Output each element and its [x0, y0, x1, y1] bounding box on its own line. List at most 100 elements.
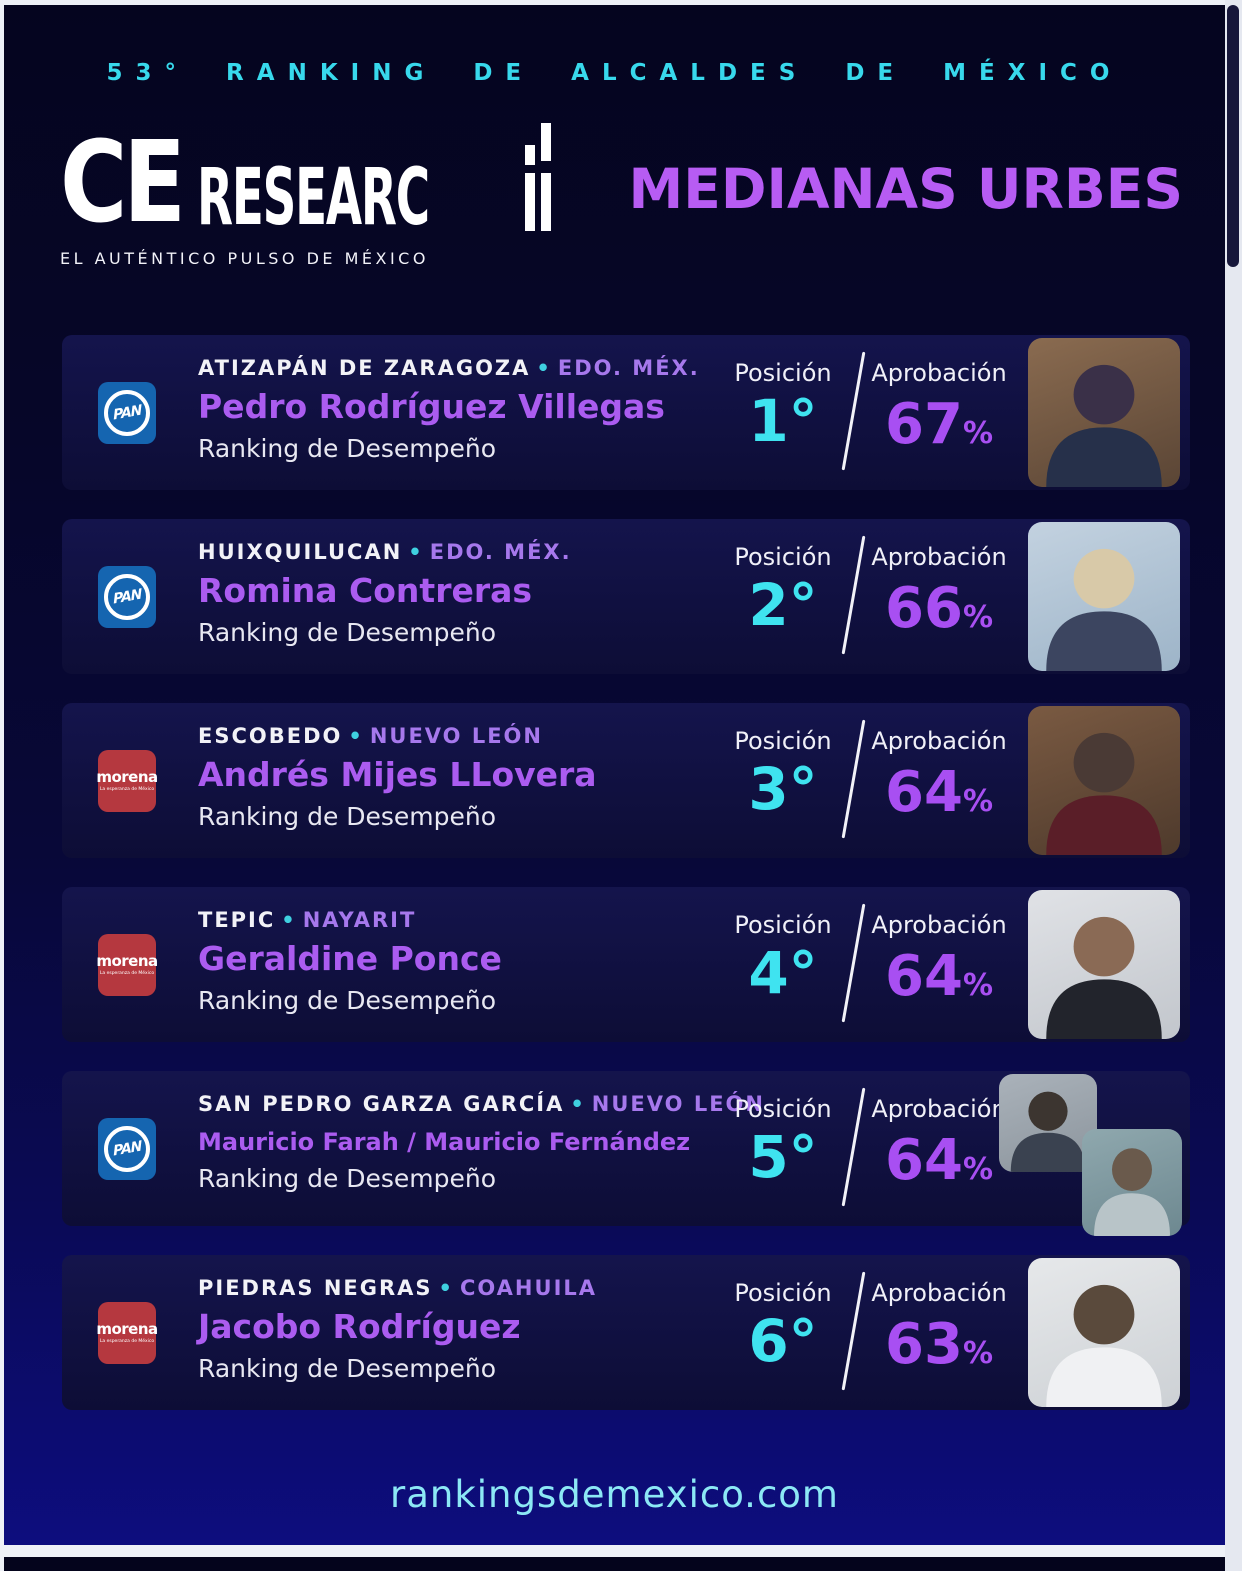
morena-label: morena	[96, 951, 158, 970]
mayor-name: Romina Contreras	[198, 571, 533, 610]
morena-label: morena	[96, 1319, 158, 1338]
approval-block: Aprobación 64%	[864, 911, 1014, 1005]
city-state-line: HUIXQUILUCAN • EDO. MÉX.	[198, 540, 572, 564]
position-block: Posición 4°	[708, 911, 858, 1004]
position-value: 1°	[748, 387, 818, 455]
state-name: COAHUILA	[459, 1276, 598, 1300]
position-label: Posición	[734, 1279, 832, 1307]
city-name: PIEDRAS NEGRAS	[198, 1276, 433, 1300]
state-name: EDO. MÉX.	[557, 356, 700, 380]
city-name: ESCOBEDO	[198, 724, 343, 748]
ranking-card-2: PAN HUIXQUILUCAN • EDO. MÉX. Romina Contre…	[62, 519, 1190, 674]
morena-party-logo: morena La esperanza de México	[96, 749, 158, 812]
ce-research-logo: CE RESEARC EL AUTÉNTICO PULSO DE MÉXICO	[60, 117, 559, 268]
approval-label: Aprobación	[871, 359, 1007, 387]
ranking-card-list: PAN ATIZAPÁN DE ZARAGOZA • EDO. MÉX. Pedro…	[62, 335, 1190, 1410]
city-state-line: ATIZAPÁN DE ZARAGOZA • EDO. MÉX.	[198, 356, 700, 380]
approval-block: Aprobación 66%	[864, 543, 1014, 637]
percent-sign: %	[962, 784, 993, 819]
scrollbar-thumb[interactable]	[1227, 5, 1239, 267]
mayor-name: Geraldine Ponce	[198, 939, 502, 978]
approval-label: Aprobación	[871, 1095, 1007, 1123]
approval-value: 66	[885, 576, 963, 641]
next-image-preview-strip	[4, 1557, 1225, 1571]
scrollbar-track[interactable]	[1225, 0, 1242, 1571]
mayor-photo-2	[1082, 1129, 1182, 1236]
morena-party-logo: morena La esperanza de México	[96, 933, 158, 996]
mayor-photo	[1028, 522, 1180, 671]
position-block: Posición 6°	[708, 1279, 858, 1372]
position-block: Posición 5°	[708, 1095, 858, 1188]
position-block: Posición 1°	[708, 359, 858, 452]
bullet-separator: •	[536, 356, 552, 380]
percent-sign: %	[962, 1336, 993, 1371]
bullet-separator: •	[408, 540, 424, 564]
position-label: Posición	[734, 1095, 832, 1123]
approval-label: Aprobación	[871, 727, 1007, 755]
morena-label: morena	[96, 767, 158, 786]
ranking-caption: Ranking de Desempeño	[198, 802, 497, 831]
pan-label: PAN	[112, 1137, 142, 1160]
brand-tagline: EL AUTÉNTICO PULSO DE MÉXICO	[60, 249, 429, 268]
city-state-line: SAN PEDRO GARZA GARCÍA • NUEVO LEÓN	[198, 1092, 765, 1116]
percent-sign: %	[962, 968, 993, 1003]
mayor-photo	[1028, 706, 1180, 855]
ranking-card-4: morena La esperanza de México TEPIC • NAYA…	[62, 887, 1190, 1042]
footer-website-url: rankingsdemexico.com	[390, 1473, 839, 1516]
percent-sign: %	[962, 1152, 993, 1187]
equalizer-bars-icon	[525, 123, 559, 235]
position-value: 4°	[748, 939, 818, 1007]
mayor-name: Pedro Rodríguez Villegas	[198, 387, 665, 426]
approval-block: Aprobación 64%	[864, 727, 1014, 821]
state-name: NAYARIT	[302, 908, 417, 932]
percent-sign: %	[962, 416, 993, 451]
position-block: Posición 3°	[708, 727, 858, 820]
position-label: Posición	[734, 911, 832, 939]
page-title: MEDIANAS URBES	[628, 157, 1183, 221]
approval-label: Aprobación	[871, 543, 1007, 571]
city-name: ATIZAPÁN DE ZARAGOZA	[198, 356, 531, 380]
ranking-card-6: morena La esperanza de México PIEDRAS NE…	[62, 1255, 1190, 1410]
city-name: TEPIC	[198, 908, 276, 932]
ranking-edition-label: 53° RANKING DE ALCALDES DE MÉXICO	[106, 60, 1123, 86]
approval-value: 67	[885, 392, 963, 457]
ranking-card-3: morena La esperanza de México ESCOBEDO • N…	[62, 703, 1190, 858]
ranking-caption: Ranking de Desempeño	[198, 1354, 497, 1383]
state-name: NUEVO LEÓN	[591, 1092, 765, 1116]
city-state-line: PIEDRAS NEGRAS • COAHUILA	[198, 1276, 597, 1300]
mayor-photo	[1028, 338, 1180, 487]
ranking-caption: Ranking de Desempeño	[198, 986, 497, 1015]
ranking-card-1: PAN ATIZAPÁN DE ZARAGOZA • EDO. MÉX. Pedro…	[62, 335, 1190, 490]
city-state-line: ESCOBEDO • NUEVO LEÓN	[198, 724, 597, 748]
mayor-photo	[1028, 890, 1180, 1039]
approval-value: 64	[885, 1128, 963, 1193]
position-block: Posición 2°	[708, 543, 858, 636]
approval-value: 64	[885, 760, 963, 825]
brand-ce-text: CE	[60, 117, 186, 248]
pan-label: PAN	[112, 585, 142, 608]
position-value: 5°	[748, 1123, 818, 1191]
city-state-line: TEPIC • NAYARIT	[198, 908, 502, 932]
position-label: Posición	[734, 543, 832, 571]
bullet-separator: •	[438, 1276, 454, 1300]
position-value: 2°	[748, 571, 818, 639]
approval-block: Aprobación 63%	[864, 1279, 1014, 1373]
mayor-name: Andrés Mijes LLovera	[198, 755, 597, 794]
approval-block: Aprobación 64%	[864, 1095, 1014, 1189]
position-label: Posición	[734, 727, 832, 755]
pan-party-logo: PAN	[98, 565, 156, 628]
pan-label: PAN	[112, 401, 142, 424]
mayor-name: Mauricio Farah / Mauricio Fernández	[198, 1128, 691, 1156]
city-name: SAN PEDRO GARZA GARCÍA	[198, 1092, 565, 1116]
approval-label: Aprobación	[871, 1279, 1007, 1307]
state-name: NUEVO LEÓN	[369, 724, 543, 748]
approval-block: Aprobación 67%	[864, 359, 1014, 453]
ranking-caption: Ranking de Desempeño	[198, 434, 497, 463]
approval-label: Aprobación	[871, 911, 1007, 939]
bullet-separator: •	[281, 908, 297, 932]
mayor-photo-1	[999, 1074, 1097, 1172]
morena-tagline: La esperanza de México	[99, 1338, 155, 1344]
mayor-photo	[1028, 1258, 1180, 1407]
morena-party-logo: morena La esperanza de México	[96, 1301, 158, 1364]
mayor-name: Jacobo Rodríguez	[198, 1307, 521, 1346]
